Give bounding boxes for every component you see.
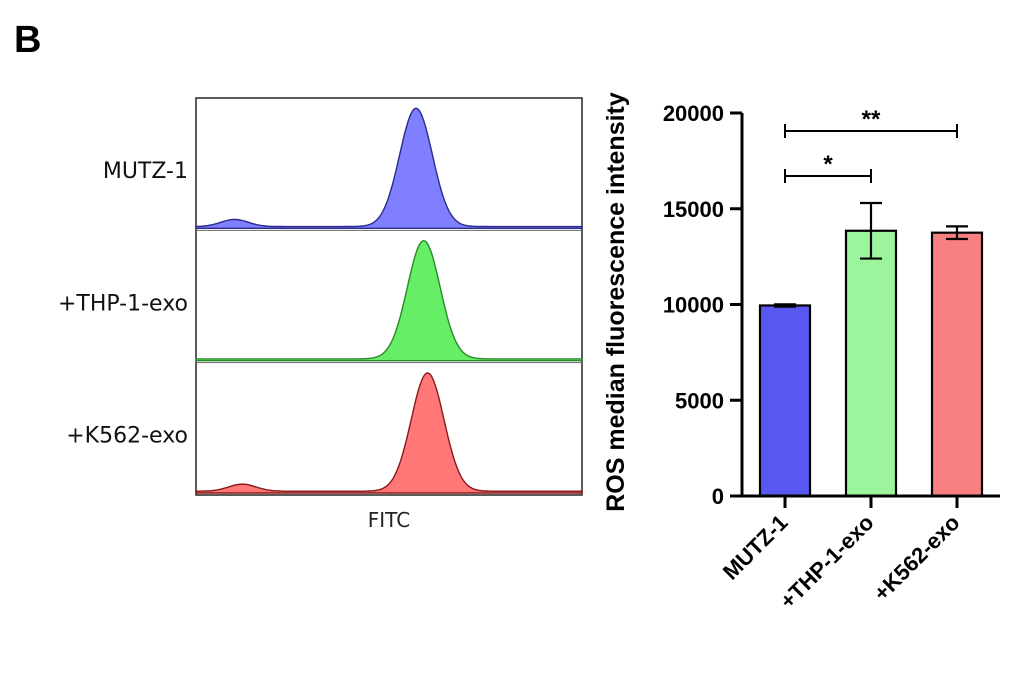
- y-tick-label: 5000: [675, 388, 724, 413]
- y-tick-label: 10000: [663, 293, 724, 318]
- bar-1: [758, 304, 812, 498]
- histogram-frame: [195, 97, 583, 496]
- histogram-panel: MUTZ-1 +THP-1-exo +K562-exo FITC: [58, 97, 583, 532]
- x-tick-label: +K562-exo: [869, 510, 965, 606]
- histogram-series-label: +K562-exo: [66, 424, 188, 449]
- y-tick-label: 15000: [663, 197, 724, 222]
- bar-2: [844, 229, 898, 498]
- bar-y-axis-label: ROS median fluorescence intensity: [602, 92, 630, 512]
- significance-label: **: [862, 106, 881, 133]
- histogram-series-label: MUTZ-1: [103, 159, 188, 184]
- x-tick-label: MUTZ-1: [718, 510, 793, 585]
- histogram-x-axis-label: FITC: [368, 508, 410, 532]
- panel-label: B: [14, 19, 41, 61]
- bar-3: [930, 231, 984, 498]
- histogram-curve-1: [195, 107, 583, 230]
- y-tick-label: 20000: [663, 101, 724, 126]
- histogram-series-label: +THP-1-exo: [58, 291, 188, 316]
- significance-label: *: [823, 151, 833, 178]
- y-tick-label: 0: [712, 484, 724, 509]
- histogram-curve-2: [195, 239, 583, 362]
- histogram-curve-3: [195, 372, 583, 494]
